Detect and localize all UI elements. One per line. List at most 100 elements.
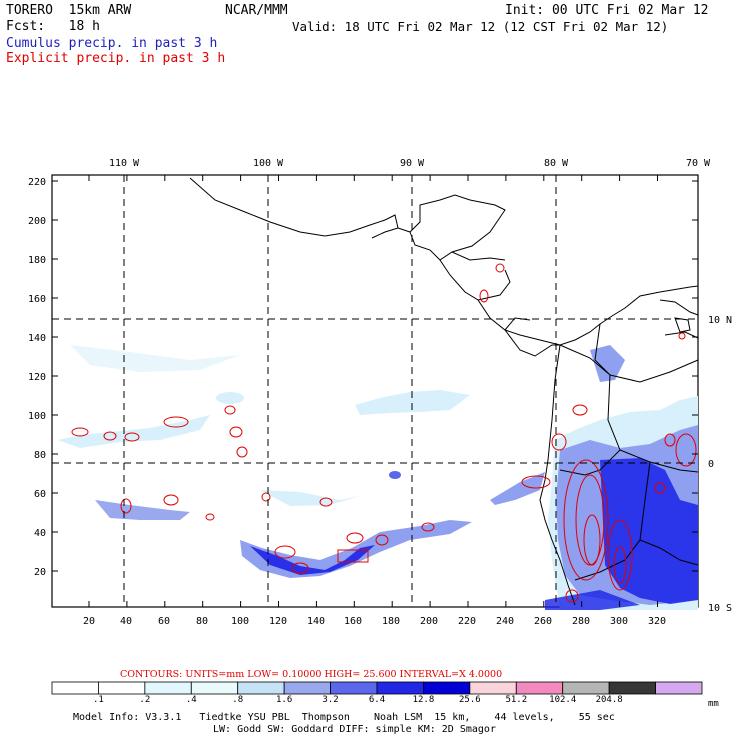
tick-marks	[52, 175, 698, 607]
precip-contour	[120, 498, 132, 514]
coastline	[674, 317, 691, 333]
precip-contour	[551, 433, 567, 451]
y-tick: 200	[28, 216, 46, 227]
cumulus-area	[600, 458, 698, 604]
colorbar-label: 6.4	[368, 695, 386, 705]
lon-label: 110 W	[109, 158, 140, 169]
colorbar-label: 25.6	[459, 695, 481, 705]
lat-label: 10 N	[708, 315, 732, 326]
colorbar-swatch	[283, 681, 331, 695]
x-tick-labels: 20 40 60 80 100 120 140 160 180 200 220 …	[83, 616, 666, 627]
cumulus-area	[70, 345, 240, 372]
contour-info: CONTOURS: UNITS=mm LOW= 0.10000 HIGH= 25…	[120, 669, 502, 680]
colorbar-swatch	[98, 681, 146, 695]
model-name: TORERO 15km ARW	[6, 3, 132, 18]
cumulus-area	[355, 390, 470, 415]
precip-contour	[563, 459, 609, 581]
precip-contour	[675, 433, 697, 467]
y-tick: 160	[28, 294, 46, 305]
lon-label: 100 W	[253, 158, 284, 169]
cumulus-area	[389, 471, 401, 479]
colorbar-label: 204.8	[595, 695, 623, 705]
colorbar-swatch	[515, 681, 564, 695]
cumulus-area	[95, 500, 190, 520]
precip-contour	[71, 427, 89, 437]
colorbar-swatch	[423, 681, 471, 695]
precip-contour	[229, 426, 243, 438]
x-tick: 220	[458, 616, 476, 627]
center-name: NCAR/MMM	[225, 3, 288, 18]
y-tick: 140	[28, 333, 46, 344]
colorbar-label: 102.4	[549, 695, 577, 705]
x-tick: 100	[231, 616, 249, 627]
precip-contour	[163, 494, 179, 506]
precip-contour	[205, 513, 215, 521]
colorbar-swatch	[608, 681, 656, 695]
precip-contour	[664, 433, 676, 447]
footer-physics: LW: Godd SW: Goddard DIFF: simple KM: 2D…	[213, 724, 496, 735]
colorbar-swatch	[51, 681, 99, 695]
y-tick: 60	[34, 489, 46, 500]
precip-contour	[607, 519, 633, 591]
cumulus-area	[216, 392, 244, 404]
colorbar-units: mm	[708, 699, 719, 709]
precip-contour	[291, 562, 309, 574]
coastline	[664, 331, 699, 339]
colorbar-swatch	[376, 681, 424, 695]
coastline	[189, 177, 699, 346]
precip-contour	[337, 549, 369, 563]
colorbar-label: .4	[185, 695, 197, 705]
precip-contour	[236, 446, 248, 458]
precip-contour	[572, 404, 588, 416]
colorbar-label: .2	[139, 695, 151, 705]
x-tick: 240	[496, 616, 514, 627]
precip-contour	[319, 497, 333, 507]
precip-contour	[565, 589, 579, 603]
legend-explicit: Explicit precip. in past 3 h	[6, 51, 226, 66]
cumulus-area	[545, 590, 640, 610]
precip-contour	[103, 431, 117, 441]
explicit-precip-layer	[71, 263, 697, 603]
precip-contour	[124, 432, 140, 442]
precip-contour	[521, 475, 551, 489]
colorbar-swatch	[237, 681, 285, 695]
footer-model-info: Model Info: V3.3.1 Tiedtke YSU PBL Thomp…	[73, 712, 615, 723]
precip-contour	[479, 289, 489, 303]
precip-contour	[583, 514, 601, 566]
precip-contour	[654, 482, 666, 494]
lat-label: 10 S	[708, 603, 732, 614]
x-tick: 320	[648, 616, 666, 627]
cumulus-area	[490, 472, 545, 505]
colorbar-label: 3.2	[322, 695, 339, 705]
colorbar-swatch	[469, 681, 517, 695]
precip-contour	[274, 545, 296, 559]
x-tick: 40	[120, 616, 132, 627]
precip-contour	[575, 474, 605, 566]
y-tick: 180	[28, 255, 46, 266]
lon-label: 70 W	[686, 158, 711, 169]
x-tick: 60	[158, 616, 170, 627]
x-tick: 120	[269, 616, 287, 627]
colorbar-label: .1	[93, 695, 104, 705]
forecast-hour: Fcst: 18 h	[6, 19, 100, 34]
y-tick: 80	[34, 450, 46, 461]
colorbar-swatch	[655, 681, 703, 695]
colorbar-label: 51.2	[505, 695, 528, 705]
x-tick: 180	[382, 616, 400, 627]
lon-label: 80 W	[544, 158, 569, 169]
y-tick-labels: 220 200 180 160 140 120 100 80 60 40 20	[28, 177, 46, 578]
precip-contour	[375, 534, 389, 546]
right-lat-labels: 10 N 0 10 S	[708, 315, 732, 614]
precip-contour	[346, 532, 364, 544]
valid-time: Valid: 18 UTC Fri 02 Mar 12 (12 CST Fri …	[292, 19, 669, 34]
y-tick: 40	[34, 528, 46, 539]
precip-contour	[613, 546, 627, 584]
colorbar-swatch	[144, 681, 192, 695]
init-time: Init: 00 UTC Fri 02 Mar 12	[505, 3, 709, 18]
colorbar-label: 1.6	[276, 695, 293, 705]
x-tick: 80	[196, 616, 208, 627]
lat-lon-grid	[52, 175, 698, 607]
colorbar-label: .8	[232, 695, 244, 705]
lat-label: 0	[708, 459, 714, 470]
